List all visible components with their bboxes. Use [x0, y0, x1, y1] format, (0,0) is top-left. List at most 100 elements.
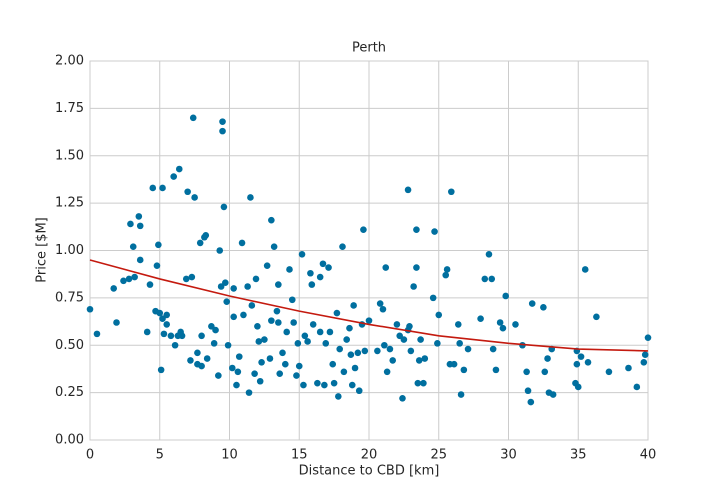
point: [293, 372, 300, 379]
point: [159, 184, 166, 192]
point: [464, 345, 472, 353]
point: [245, 389, 253, 396]
point: [460, 366, 468, 374]
point: [581, 266, 589, 273]
point: [386, 345, 394, 353]
point: [410, 283, 417, 290]
point: [146, 281, 154, 288]
point: [541, 368, 549, 376]
y-tick-label: 0.75: [55, 290, 84, 305]
point: [335, 393, 342, 400]
point: [485, 250, 493, 258]
point: [584, 359, 592, 366]
point: [187, 357, 194, 364]
point: [528, 300, 536, 307]
point: [163, 321, 171, 328]
x-tick-label: 5: [156, 448, 164, 463]
point: [413, 226, 420, 233]
point: [404, 186, 412, 194]
point: [273, 307, 281, 315]
point: [258, 359, 265, 366]
point: [477, 315, 484, 323]
point: [413, 264, 420, 271]
point: [212, 326, 219, 334]
point: [316, 273, 324, 281]
point: [330, 379, 338, 387]
point: [251, 370, 258, 377]
point: [248, 302, 256, 309]
point: [163, 311, 171, 319]
point: [254, 323, 261, 330]
point: [282, 360, 289, 368]
point: [224, 341, 232, 349]
point: [488, 275, 496, 283]
point: [276, 370, 284, 377]
point: [283, 328, 290, 336]
point: [188, 273, 196, 281]
point: [129, 243, 137, 251]
point: [125, 275, 133, 283]
chart-title: Perth: [352, 41, 386, 56]
point: [443, 266, 451, 273]
point: [336, 345, 344, 353]
point: [450, 360, 458, 368]
point: [136, 222, 144, 230]
point: [415, 357, 423, 364]
point: [523, 368, 530, 376]
point: [228, 364, 236, 372]
point: [625, 364, 632, 372]
point: [605, 368, 613, 376]
point: [220, 203, 228, 211]
point: [314, 379, 321, 387]
point: [347, 351, 355, 359]
point: [300, 381, 307, 389]
plot-frame: [89, 60, 649, 441]
point: [481, 275, 489, 283]
x-tick-label: 20: [361, 448, 378, 463]
point: [633, 383, 641, 391]
y-tick-label: 1.75: [55, 101, 84, 116]
point: [298, 250, 306, 258]
point: [644, 334, 652, 341]
point: [175, 165, 183, 173]
point: [110, 285, 118, 292]
y-tick-label: 1.50: [55, 148, 84, 163]
y-tick-label: 0.25: [55, 385, 84, 400]
point: [219, 127, 226, 135]
point: [309, 321, 317, 328]
point: [321, 381, 328, 389]
point: [149, 184, 157, 192]
point: [143, 328, 151, 336]
point: [295, 362, 303, 370]
point: [308, 281, 316, 288]
point: [365, 317, 373, 324]
point: [127, 220, 134, 228]
point: [230, 313, 237, 321]
point: [329, 360, 337, 368]
point: [244, 283, 251, 290]
point: [194, 349, 201, 357]
x-tick-label: 15: [291, 448, 308, 463]
point: [340, 368, 348, 376]
point: [167, 332, 175, 340]
point: [275, 281, 282, 288]
point: [240, 311, 247, 319]
point: [170, 173, 177, 180]
point: [319, 260, 327, 268]
point: [184, 188, 191, 196]
x-tick-label: 0: [86, 448, 94, 463]
point: [374, 347, 381, 355]
point: [361, 347, 369, 355]
point: [255, 338, 263, 345]
point: [382, 264, 390, 271]
point: [216, 247, 224, 254]
point: [400, 336, 408, 343]
point: [288, 296, 296, 304]
point: [396, 332, 403, 340]
point: [136, 256, 144, 264]
point: [641, 351, 649, 359]
point: [421, 355, 429, 362]
point: [420, 379, 427, 387]
point: [489, 345, 497, 353]
